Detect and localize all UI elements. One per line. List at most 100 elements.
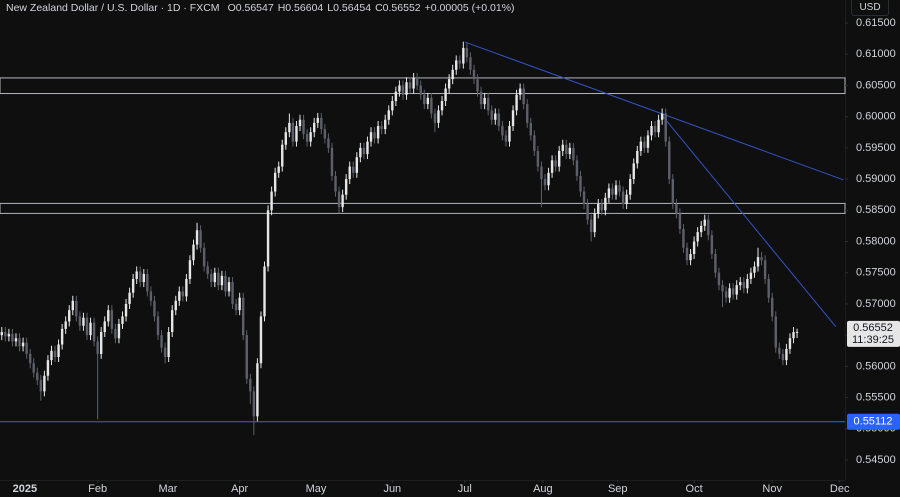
candle-body [682, 229, 685, 248]
candle-body [188, 260, 192, 279]
candle-body [39, 380, 43, 392]
candle-body [50, 350, 53, 361]
y-tick-label: 0.60500 [856, 79, 896, 91]
candle-body [419, 85, 422, 95]
candle-body [455, 60, 458, 70]
candle-body [504, 135, 508, 142]
candle-body [153, 300, 156, 317]
candle-body [352, 166, 355, 173]
candle-body [692, 241, 696, 254]
candle-body [202, 247, 206, 267]
candle-body [43, 375, 46, 392]
candle-body [621, 191, 625, 205]
ohlc-label: L [327, 2, 334, 14]
candle-body [124, 303, 128, 317]
candle-body [291, 122, 295, 142]
candle-body [210, 273, 213, 283]
x-tick-label: Apr [231, 483, 248, 495]
candle-body [376, 125, 380, 139]
candle-body [575, 160, 579, 176]
candle-body [767, 278, 770, 298]
x-tick-label: Mar [158, 483, 177, 495]
candle-body [604, 197, 607, 211]
candle-body [135, 271, 138, 279]
candle-body [565, 144, 568, 155]
ohlc-value: 0.56552 [382, 2, 421, 14]
candle-body [170, 310, 174, 333]
candle-body [181, 291, 185, 297]
candle-body [327, 138, 330, 148]
candle-body [792, 332, 795, 339]
candle-body [149, 291, 153, 301]
candle-body [486, 97, 490, 111]
candle-body [707, 219, 710, 236]
candle-body [75, 300, 78, 317]
candle-body [217, 272, 220, 286]
candle-body [220, 275, 224, 286]
candle-body [710, 235, 714, 254]
candle-body [426, 97, 430, 105]
candle-body [387, 110, 390, 120]
candle-body [373, 132, 376, 139]
candle-body [636, 150, 639, 164]
candle-body [646, 135, 650, 148]
candle-body [380, 125, 383, 130]
candle-body [643, 141, 646, 148]
candle-body [234, 303, 238, 311]
candle-body [533, 135, 536, 151]
candle-body [522, 88, 525, 105]
y-tick-label: 0.59000 [856, 173, 896, 185]
change-value: +0.00005 (+0.01%) [424, 2, 515, 14]
candle-body [518, 88, 522, 95]
candle-body [550, 160, 554, 173]
x-tick-label: Sep [608, 483, 628, 495]
candle-body [227, 282, 231, 292]
plot-area [0, 41, 846, 436]
candle-body [99, 332, 103, 354]
candle-body [607, 188, 611, 198]
candle-body [526, 104, 529, 123]
candle-body [249, 378, 252, 392]
candle-body [14, 338, 18, 342]
last-price-box [847, 320, 900, 347]
candle-body [139, 271, 142, 283]
x-tick-label: May [306, 483, 327, 495]
candle-body [117, 323, 121, 339]
candle-body [689, 253, 692, 261]
candle-body [458, 60, 461, 64]
candle-body [721, 285, 724, 292]
candle-body [107, 310, 110, 322]
currency-button[interactable]: USD [851, 0, 889, 16]
candle-body [78, 316, 82, 326]
candle-body [774, 316, 777, 348]
candle-body [256, 363, 259, 417]
candle-body [46, 360, 50, 376]
candle-body [92, 322, 96, 342]
ohlc-label: C [375, 2, 383, 14]
candle-body [501, 125, 504, 136]
candle-body [760, 257, 763, 261]
candle-body [309, 132, 312, 142]
ohlc-value: 0.56547 [235, 2, 274, 14]
candle-body [213, 272, 217, 283]
candle-body [241, 297, 245, 336]
candle-body [302, 119, 305, 135]
candle-body [547, 172, 550, 186]
candle-body [174, 300, 177, 311]
candle-body [664, 113, 667, 142]
candle-body [273, 172, 277, 192]
candle-body [749, 272, 753, 279]
symbol-legend: New Zealand Dollar / U.S. Dollar · 1D · … [6, 2, 515, 14]
candle-body [334, 175, 337, 192]
candle-body [146, 273, 149, 292]
candle-body [199, 230, 202, 248]
symbol: New Zealand Dollar / U.S. Dollar · 1D · … [6, 2, 220, 14]
x-tick-label: Oct [686, 483, 703, 495]
candle-body [391, 101, 394, 111]
candle-body [597, 204, 600, 214]
candle-body [266, 210, 270, 267]
candle-body [479, 91, 483, 105]
y-tick-label: 0.58000 [856, 235, 896, 247]
y-tick-label: 0.58500 [856, 204, 896, 216]
